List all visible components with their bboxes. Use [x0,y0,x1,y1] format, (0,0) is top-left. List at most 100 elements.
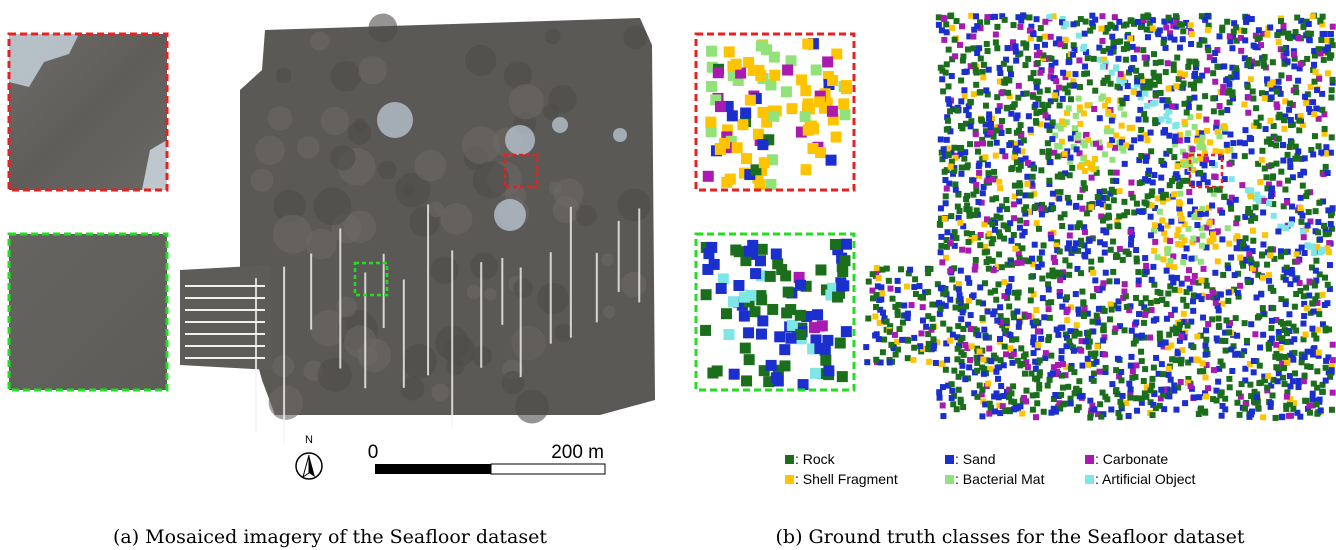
class-marker [1198,259,1204,265]
class-marker [1116,56,1122,62]
class-marker [1202,162,1208,168]
class-marker [944,357,950,363]
class-marker [1088,259,1094,265]
class-marker [1103,365,1109,371]
class-marker [1192,124,1198,130]
class-marker [973,13,979,19]
class-marker [1001,61,1007,67]
class-marker [1256,27,1262,33]
class-marker [1302,250,1308,256]
class-marker [1188,82,1194,88]
class-marker [1021,353,1027,359]
class-marker [973,188,979,194]
class-marker [1065,195,1071,201]
class-marker [814,96,825,107]
class-marker [1227,131,1233,137]
texture [471,252,499,280]
texture [431,384,449,402]
class-marker [1290,378,1296,384]
class-marker [974,23,980,29]
class-marker [952,229,958,235]
class-marker [1201,266,1207,272]
class-marker [1102,103,1108,109]
class-marker [1050,370,1056,376]
class-marker [985,48,991,54]
class-marker [1133,395,1139,401]
class-marker [991,267,997,273]
class-marker [796,74,807,85]
class-marker [1278,72,1284,78]
class-marker [986,231,992,237]
class-marker [984,41,990,47]
class-marker [1130,44,1136,50]
class-marker [948,240,954,246]
class-marker [1252,331,1258,337]
class-marker [1094,313,1100,319]
class-marker [1297,288,1303,294]
class-marker [1179,357,1185,363]
texture [250,169,273,192]
class-marker [1286,75,1292,81]
class-marker [911,335,917,341]
class-marker [942,216,948,222]
class-marker [1281,126,1287,132]
class-marker [926,359,932,365]
class-marker [1010,165,1016,171]
texture [509,84,544,119]
class-marker [1171,154,1177,160]
class-marker [1188,41,1194,47]
class-marker [1151,248,1157,254]
class-marker [1313,258,1319,264]
class-marker [874,265,880,271]
class-marker [1105,214,1111,220]
texture [318,358,352,392]
class-marker [1085,55,1091,61]
class-marker [1045,154,1051,160]
class-marker [958,397,964,403]
class-marker [1274,89,1280,95]
class-marker [1184,109,1190,115]
class-marker [957,220,963,226]
class-marker [1002,408,1008,414]
class-marker [1118,402,1124,408]
class-marker [1180,28,1186,34]
class-marker [1058,41,1064,47]
texture [441,203,473,235]
class-marker [1292,370,1298,376]
class-marker [1060,385,1066,391]
class-marker [1135,19,1141,25]
class-marker [1248,76,1254,82]
class-marker [1077,164,1083,170]
class-marker [1100,64,1106,70]
class-marker [1141,85,1147,91]
class-marker [967,100,973,106]
class-marker [951,145,957,151]
class-marker [1303,285,1309,291]
class-marker [1066,59,1072,65]
class-marker [1207,54,1213,60]
class-marker [1185,130,1191,136]
class-marker [703,248,714,259]
class-marker [1045,281,1051,287]
class-marker [1186,59,1192,65]
class-marker [1171,67,1177,73]
class-marker [1131,89,1137,95]
class-marker [1142,311,1148,317]
class-marker [1151,365,1157,371]
class-marker [1094,344,1100,350]
class-marker [1175,175,1181,181]
texture [414,150,446,182]
class-marker [1245,62,1251,68]
class-marker [1031,350,1037,356]
class-marker [1225,225,1231,231]
class-marker [1038,206,1044,212]
class-marker [944,137,950,143]
class-marker [1316,350,1322,356]
class-marker [715,101,726,112]
class-marker [1298,195,1304,201]
class-marker [1210,231,1216,237]
class-marker [1155,289,1161,295]
class-marker [943,21,949,27]
class-marker [1062,151,1068,157]
class-marker [1219,338,1225,344]
